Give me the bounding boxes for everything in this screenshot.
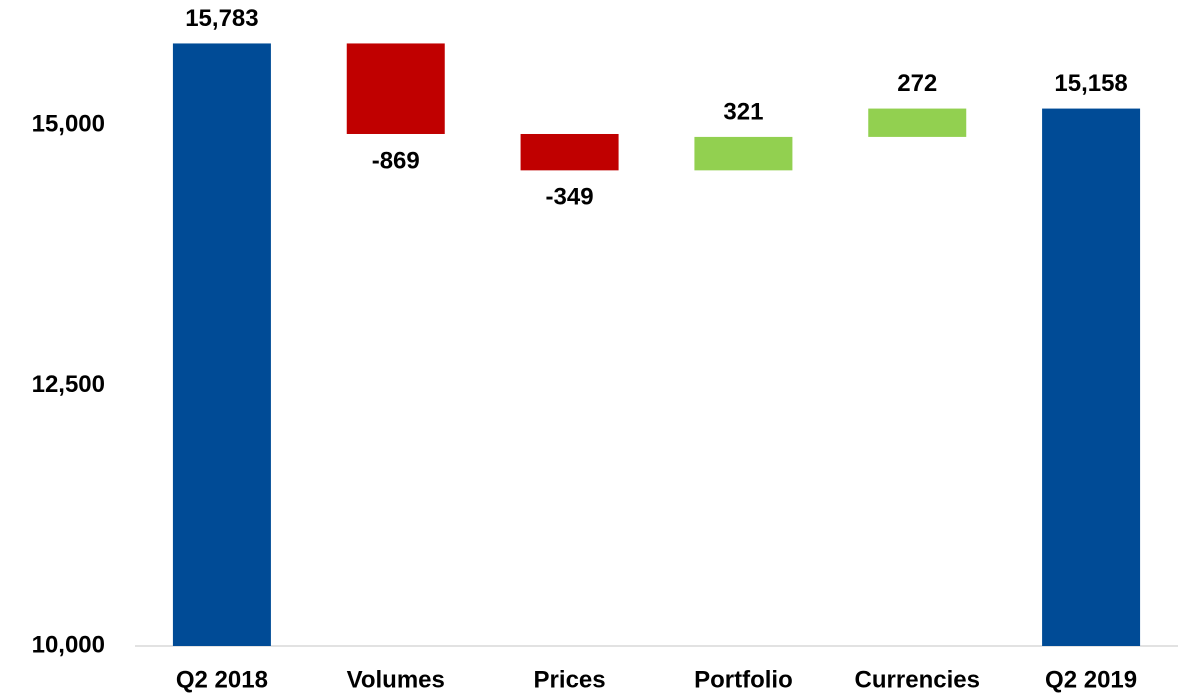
bar <box>1042 108 1141 646</box>
x-tick-label: Volumes <box>347 666 445 693</box>
value-label: -349 <box>546 184 594 211</box>
bar <box>868 108 967 137</box>
x-tick-label: Portfolio <box>694 666 793 693</box>
value-label: -869 <box>372 147 420 174</box>
x-tick-label: Prices <box>534 666 606 693</box>
x-tick-label: Currencies <box>855 666 980 693</box>
bar <box>520 133 619 171</box>
value-label: 15,783 <box>185 5 258 32</box>
bar <box>694 136 793 171</box>
y-tick-label: 15,000 <box>32 110 105 137</box>
y-tick-label: 10,000 <box>32 631 105 658</box>
x-tick-label: Q2 2019 <box>1045 666 1137 693</box>
bar <box>172 43 271 646</box>
value-label: 15,158 <box>1054 70 1127 97</box>
y-tick-label: 12,500 <box>32 371 105 398</box>
x-tick-label: Q2 2018 <box>176 666 268 693</box>
bar <box>346 43 445 134</box>
value-label: 321 <box>723 98 763 125</box>
value-label: 272 <box>897 70 937 97</box>
